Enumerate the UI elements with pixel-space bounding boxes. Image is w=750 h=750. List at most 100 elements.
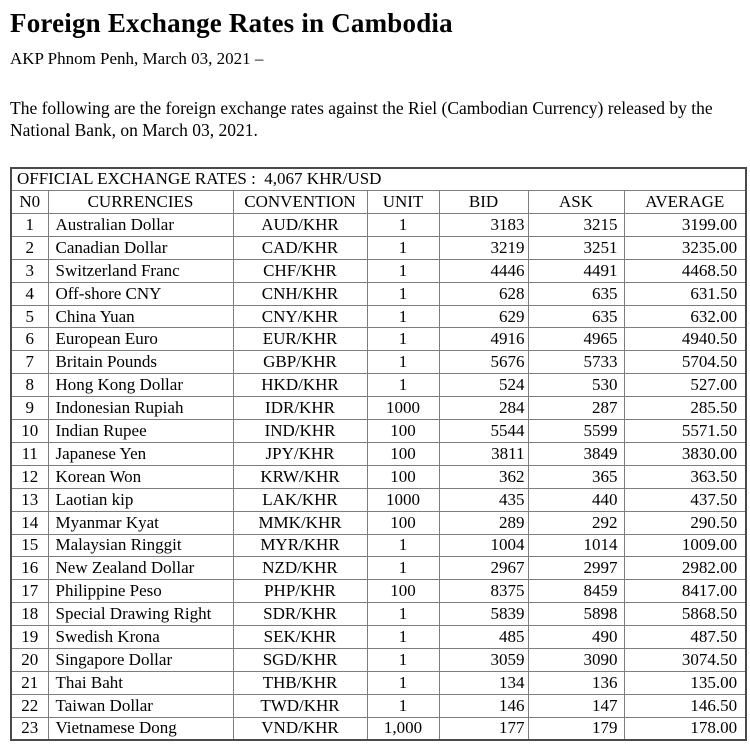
cell-bid: 1004: [438, 533, 529, 558]
cell-convention: TWD/KHR: [232, 693, 368, 718]
cell-average: 3830.00: [623, 441, 747, 466]
cell-ask: 635: [527, 304, 625, 329]
header-convention: CONVENTION: [232, 190, 368, 215]
cell-unit: 1,000: [366, 716, 440, 741]
cell-convention: NZD/KHR: [232, 556, 368, 581]
cell-average: 631.50: [623, 281, 747, 306]
cell-convention: SGD/KHR: [232, 647, 368, 672]
cell-ask: 530: [527, 373, 625, 398]
cell-bid: 5676: [438, 350, 529, 375]
cell-bid: 524: [438, 373, 529, 398]
exchange-rates-table: OFFICIAL EXCHANGE RATES : 4,067 KHR/USD …: [10, 166, 748, 742]
cell-currency: Vietnamese Dong: [47, 716, 234, 741]
cell-convention: CAD/KHR: [232, 235, 368, 260]
cell-ask: 4491: [527, 258, 625, 283]
cell-bid: 2967: [438, 556, 529, 581]
cell-currency: Korean Won: [47, 464, 234, 489]
table-row: 8 Hong Kong Dollar HKD/KHR 1 524 530 527…: [10, 373, 747, 398]
table-row: 11 Japanese Yen JPY/KHR 100 3811 3849 38…: [10, 441, 747, 466]
cell-no: 15: [10, 533, 49, 558]
cell-average: 5868.50: [623, 602, 747, 627]
cell-average: 527.00: [623, 373, 747, 398]
header-unit: UNIT: [366, 190, 440, 215]
cell-no: 17: [10, 579, 49, 604]
cell-no: 4: [10, 281, 49, 306]
cell-currency: Malaysian Ringgit: [47, 533, 234, 558]
cell-bid: 284: [438, 396, 529, 421]
cell-currency: Taiwan Dollar: [47, 693, 234, 718]
page-title: Foreign Exchange Rates in Cambodia: [10, 8, 453, 38]
table-row: 7 Britain Pounds GBP/KHR 1 5676 5733 570…: [10, 350, 747, 375]
cell-no: 2: [10, 235, 49, 260]
table-row: 14 Myanmar Kyat MMK/KHR 100 289 292 290.…: [10, 510, 747, 535]
cell-bid: 3219: [438, 235, 529, 260]
cell-unit: 1: [366, 304, 440, 329]
cell-unit: 1: [366, 625, 440, 649]
cell-convention: CHF/KHR: [232, 258, 368, 283]
cell-no: 9: [10, 396, 49, 421]
cell-unit: 1: [366, 693, 440, 718]
cell-no: 18: [10, 602, 49, 627]
cell-ask: 287: [527, 396, 625, 421]
cell-ask: 490: [527, 625, 625, 649]
cell-ask: 136: [527, 670, 625, 695]
cell-convention: CNY/KHR: [232, 304, 368, 329]
table-row: 12 Korean Won KRW/KHR 100 362 365 363.50: [10, 464, 747, 489]
cell-no: 19: [10, 625, 49, 649]
cell-bid: 4446: [438, 258, 529, 283]
cell-no: 8: [10, 373, 49, 398]
cell-convention: MMK/KHR: [232, 510, 368, 535]
cell-no: 23: [10, 716, 49, 741]
table-row: 13 Laotian kip LAK/KHR 1000 435 440 437.…: [10, 487, 747, 512]
cell-convention: MYR/KHR: [232, 533, 368, 558]
cell-average: 4940.50: [623, 327, 747, 352]
cell-average: 4468.50: [623, 258, 747, 283]
cell-ask: 635: [527, 281, 625, 306]
cell-ask: 4965: [527, 327, 625, 352]
cell-no: 22: [10, 693, 49, 718]
cell-average: 146.50: [623, 693, 747, 718]
table-row: 17 Philippine Peso PHP/KHR 100 8375 8459…: [10, 579, 747, 604]
cell-convention: PHP/KHR: [232, 579, 368, 604]
cell-convention: SDR/KHR: [232, 602, 368, 627]
table-header-row: N0 CURRENCIES CONVENTION UNIT BID ASK AV…: [10, 190, 747, 215]
cell-average: 437.50: [623, 487, 747, 512]
cell-no: 20: [10, 647, 49, 672]
cell-bid: 3811: [438, 441, 529, 466]
cell-average: 3199.00: [623, 213, 747, 237]
cell-currency: China Yuan: [47, 304, 234, 329]
cell-convention: KRW/KHR: [232, 464, 368, 489]
cell-bid: 485: [438, 625, 529, 649]
cell-average: 285.50: [623, 396, 747, 421]
cell-currency: Britain Pounds: [47, 350, 234, 375]
cell-bid: 8375: [438, 579, 529, 604]
cell-ask: 2997: [527, 556, 625, 581]
table-row: 3 Switzerland Franc CHF/KHR 1 4446 4491 …: [10, 258, 747, 283]
cell-unit: 1: [366, 602, 440, 627]
table-row: 23 Vietnamese Dong VND/KHR 1,000 177 179…: [10, 716, 747, 741]
table-row: 15 Malaysian Ringgit MYR/KHR 1 1004 1014…: [10, 533, 747, 558]
cell-unit: 1: [366, 350, 440, 375]
cell-currency: Switzerland Franc: [47, 258, 234, 283]
cell-unit: 1: [366, 213, 440, 237]
cell-convention: GBP/KHR: [232, 350, 368, 375]
cell-ask: 365: [527, 464, 625, 489]
cell-convention: JPY/KHR: [232, 441, 368, 466]
cell-ask: 3090: [527, 647, 625, 672]
cell-unit: 1: [366, 533, 440, 558]
table-row: 9 Indonesian Rupiah IDR/KHR 1000 284 287…: [10, 396, 747, 421]
cell-unit: 1: [366, 373, 440, 398]
table-caption-row: OFFICIAL EXCHANGE RATES : 4,067 KHR/USD: [10, 167, 747, 192]
cell-unit: 100: [366, 579, 440, 604]
table-row: 10 Indian Rupee IND/KHR 100 5544 5599 55…: [10, 419, 747, 443]
cell-unit: 1000: [366, 396, 440, 421]
cell-currency: European Euro: [47, 327, 234, 352]
header-ask: ASK: [527, 190, 625, 215]
cell-currency: Laotian kip: [47, 487, 234, 512]
cell-no: 6: [10, 327, 49, 352]
cell-convention: IND/KHR: [232, 419, 368, 443]
cell-currency: Off-shore CNY: [47, 281, 234, 306]
cell-unit: 100: [366, 441, 440, 466]
cell-unit: 1: [366, 670, 440, 695]
cell-bid: 4916: [438, 327, 529, 352]
